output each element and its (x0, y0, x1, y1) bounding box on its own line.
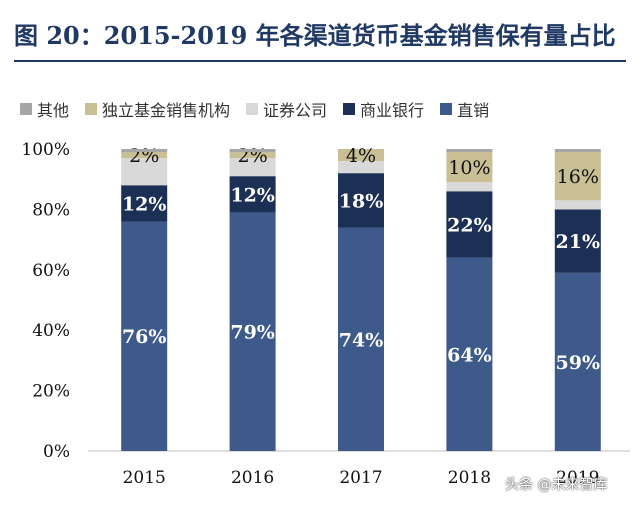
legend-item: 商业银行 (343, 97, 424, 121)
data-label: 64% (447, 344, 492, 366)
legend-label: 商业银行 (360, 101, 425, 120)
bar-segment (446, 152, 493, 183)
bar-segment (229, 212, 276, 451)
bar-segment (338, 227, 384, 451)
data-label: 2% (129, 145, 159, 167)
x-tick-label: 2019 (556, 468, 599, 488)
data-label: 2% (238, 145, 268, 167)
bar-segment (229, 149, 276, 153)
legend-item: 证券公司 (246, 97, 327, 121)
bar-segment (229, 158, 276, 177)
bar-segment (554, 209, 601, 273)
data-label: 74% (339, 329, 384, 351)
x-tick-label: 2017 (339, 468, 382, 488)
y-tick-label: 60% (32, 261, 70, 281)
x-tick-label: 2016 (231, 468, 274, 488)
bar-segment (554, 149, 601, 153)
legend-item: 其他 (20, 97, 69, 121)
data-label: 4% (346, 145, 376, 167)
y-tick-label: 80% (32, 200, 70, 220)
bar-segment (554, 200, 601, 210)
bar-segment (229, 176, 276, 213)
bar-segment (446, 149, 493, 153)
y-tick-label: 100% (21, 140, 70, 160)
watermark: 头条 @未来智库 (505, 477, 608, 493)
y-tick-label: 40% (32, 321, 70, 341)
bar-segment (446, 182, 493, 192)
data-label: 10% (448, 157, 490, 179)
bar-segment (338, 161, 384, 174)
legend-swatch (246, 103, 259, 115)
bar-segment (121, 152, 168, 159)
bar-segment (554, 272, 601, 451)
data-label: 21% (556, 231, 601, 253)
chart-legend: 其他 独立基金销售机构 证券公司 商业银行 直销 (20, 94, 630, 124)
bar-segment (229, 152, 276, 159)
bar-segment (121, 149, 168, 153)
bar-segment (338, 173, 384, 228)
data-label: 16% (557, 166, 599, 188)
legend-swatch (85, 103, 98, 115)
data-label: 59% (556, 352, 601, 374)
legend-swatch (440, 103, 453, 115)
data-label: 12% (230, 184, 275, 206)
legend-item: 直销 (440, 97, 489, 121)
data-label: 76% (122, 326, 167, 348)
bar-segment (446, 191, 493, 258)
bar-segment (121, 221, 168, 451)
legend-swatch (343, 103, 356, 115)
data-label: 22% (447, 215, 492, 237)
bar-segment (338, 149, 384, 162)
legend-item: 独立基金销售机构 (85, 97, 230, 121)
y-tick-label: 20% (32, 382, 70, 402)
bar-segment (121, 185, 168, 222)
data-label: 79% (230, 322, 275, 344)
legend-label: 独立基金销售机构 (102, 101, 231, 120)
bar-segment (121, 158, 168, 186)
legend-label: 证券公司 (263, 101, 328, 120)
chart-title: 图 20：2015-2019 年各渠道货币基金销售保有量占比 (14, 21, 616, 50)
legend-label: 直销 (457, 101, 490, 120)
y-tick-label: 0% (43, 442, 70, 462)
bar-segment (554, 152, 601, 201)
bar-segment (446, 257, 493, 451)
legend-swatch (20, 103, 32, 115)
x-tick-label: 2015 (123, 468, 166, 488)
data-label: 18% (339, 190, 384, 212)
title-divider (14, 60, 626, 62)
x-tick-label: 2018 (448, 468, 491, 488)
legend-label: 其他 (37, 101, 70, 120)
data-label: 12% (122, 193, 167, 215)
